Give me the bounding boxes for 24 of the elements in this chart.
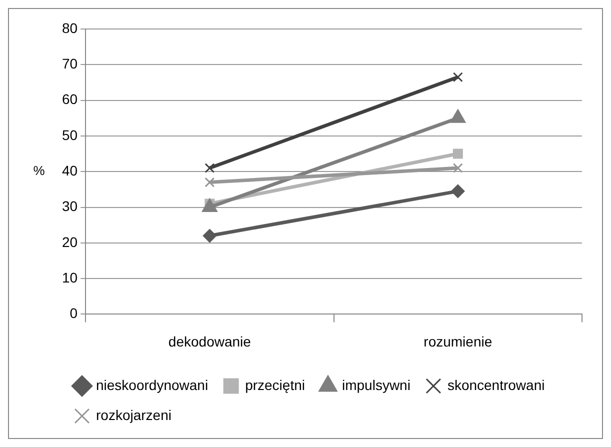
- x-tick-label: rozumienie: [424, 333, 492, 350]
- legend-label: impulsywni: [342, 376, 410, 393]
- point: [204, 163, 215, 174]
- y-tick-label: 10: [62, 269, 78, 286]
- y-tick-label: 80: [62, 20, 78, 36]
- point: [451, 184, 465, 198]
- y-tick-label: 40: [62, 162, 78, 178]
- point: [202, 229, 216, 243]
- point: [452, 163, 463, 174]
- legend-label: przeciętni: [245, 376, 305, 393]
- legend-label: skoncentrowani: [447, 376, 545, 393]
- y-tick-label: 50: [62, 126, 78, 143]
- legend-label: nieskoordynowani: [96, 376, 208, 393]
- y-tick-label: 20: [62, 234, 78, 250]
- y-tick-label: 60: [62, 91, 78, 108]
- y-tick-label: 0: [70, 305, 78, 322]
- legend-label: rozkojarzeni: [96, 406, 172, 423]
- x-tick-label: dekodowanie: [168, 333, 252, 350]
- point: [452, 72, 463, 82]
- point: [452, 148, 463, 159]
- y-axis-title: %: [33, 163, 46, 178]
- y-tick-label: 70: [62, 56, 78, 72]
- y-tick-label: 30: [62, 198, 78, 214]
- point: [204, 177, 215, 188]
